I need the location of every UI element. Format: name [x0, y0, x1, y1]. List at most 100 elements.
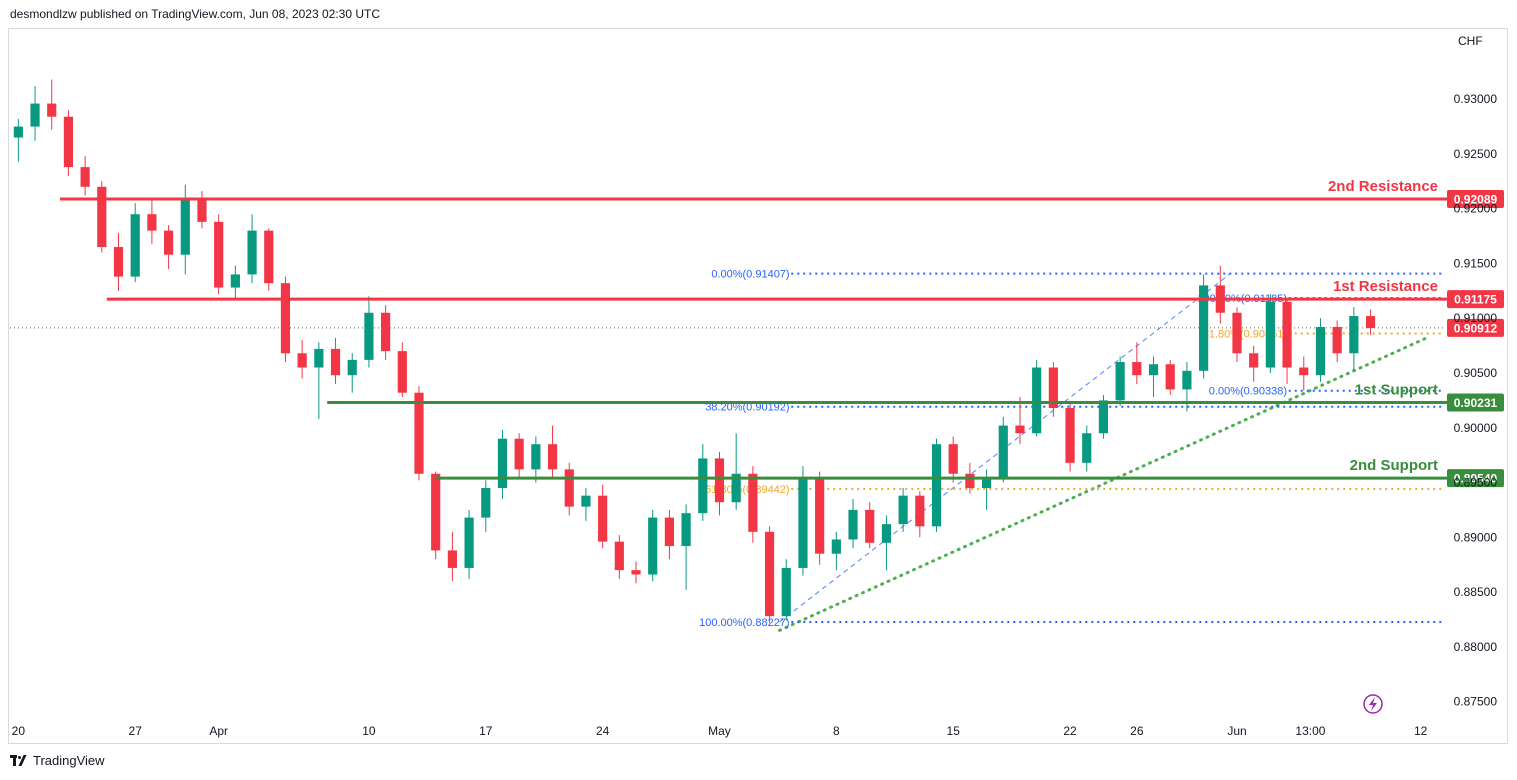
candle[interactable]	[1249, 345, 1259, 382]
candle[interactable]	[1265, 294, 1275, 373]
candle[interactable]	[598, 484, 608, 549]
candle[interactable]	[931, 438, 942, 532]
candle[interactable]	[63, 110, 74, 176]
candle[interactable]	[531, 436, 541, 483]
candle[interactable]	[815, 471, 825, 565]
candle-body	[898, 495, 908, 525]
currency-label: CHF	[1458, 34, 1483, 48]
candle[interactable]	[1115, 356, 1125, 406]
candle[interactable]	[1199, 274, 1209, 379]
candle[interactable]	[364, 296, 374, 368]
candle[interactable]	[1048, 362, 1058, 417]
candle[interactable]	[564, 462, 574, 516]
candle[interactable]	[431, 471, 441, 560]
candle[interactable]	[798, 466, 808, 576]
candle-body	[1349, 316, 1359, 354]
candle[interactable]	[1015, 397, 1025, 445]
candle[interactable]	[1232, 307, 1242, 363]
candle-body	[280, 283, 291, 354]
candle[interactable]	[514, 433, 524, 478]
candle[interactable]	[714, 451, 725, 516]
candle[interactable]	[30, 86, 40, 141]
candle[interactable]	[1082, 425, 1092, 472]
candle-body	[865, 509, 875, 543]
candle[interactable]	[347, 353, 357, 393]
candle[interactable]	[664, 509, 674, 560]
candle[interactable]	[881, 515, 892, 571]
candle[interactable]	[113, 232, 124, 291]
candle[interactable]	[1032, 359, 1042, 437]
candle-body	[330, 348, 341, 376]
candle[interactable]	[698, 444, 708, 521]
candle[interactable]	[1349, 307, 1359, 371]
candle[interactable]	[1332, 320, 1342, 363]
candle[interactable]	[147, 197, 157, 244]
candle[interactable]	[497, 429, 508, 499]
candle[interactable]	[1132, 342, 1142, 384]
candle[interactable]	[1282, 298, 1292, 384]
candle[interactable]	[681, 504, 691, 590]
candle[interactable]	[831, 531, 841, 571]
tradingview-logo[interactable]: TradingView	[10, 753, 105, 768]
support-trendline[interactable]	[778, 335, 1431, 632]
candle[interactable]	[998, 416, 1008, 483]
candle[interactable]	[164, 225, 174, 269]
x-axis-tick-label: May	[708, 724, 731, 738]
candle[interactable]	[381, 305, 391, 360]
y-axis-tick-label: 0.92500	[1454, 147, 1498, 161]
candle-body	[514, 438, 524, 470]
candle[interactable]	[97, 181, 107, 253]
candle[interactable]	[264, 228, 274, 291]
candle[interactable]	[297, 340, 307, 379]
candle[interactable]	[481, 480, 491, 532]
candle[interactable]	[13, 118, 23, 162]
publisher-caption: desmondlzw published on TradingView.com,…	[10, 7, 381, 21]
candle[interactable]	[214, 214, 224, 295]
candle-body	[164, 230, 174, 255]
y-axis-tick-label: 0.88500	[1454, 585, 1498, 599]
candle-body	[364, 312, 374, 360]
x-axis-tick-label: 24	[596, 724, 610, 738]
candle[interactable]	[981, 469, 992, 510]
candle[interactable]	[1299, 356, 1309, 391]
candle[interactable]	[280, 276, 291, 363]
candle[interactable]	[948, 436, 958, 483]
candle[interactable]	[447, 531, 457, 582]
candle-body	[1165, 364, 1175, 390]
candle[interactable]	[314, 342, 324, 419]
candle[interactable]	[581, 488, 591, 521]
candle[interactable]	[1315, 318, 1326, 382]
candle-body	[180, 197, 190, 255]
x-axis-tick-label: 26	[1130, 724, 1144, 738]
candle[interactable]	[47, 79, 57, 130]
candle[interactable]	[848, 498, 858, 549]
lightning-icon[interactable]	[1363, 694, 1383, 714]
candle[interactable]	[915, 491, 925, 538]
candle[interactable]	[764, 526, 775, 623]
candle[interactable]	[247, 214, 257, 284]
candle-body	[414, 392, 424, 474]
candle[interactable]	[631, 561, 641, 584]
candle[interactable]	[898, 488, 908, 532]
candle[interactable]	[1165, 359, 1175, 395]
candle[interactable]	[230, 265, 240, 299]
candle[interactable]	[330, 337, 341, 384]
candle[interactable]	[130, 203, 140, 283]
candle[interactable]	[731, 433, 741, 510]
candle[interactable]	[397, 342, 407, 398]
candle[interactable]	[197, 191, 207, 229]
candle[interactable]	[464, 509, 474, 579]
candle[interactable]	[1148, 356, 1159, 398]
fib-trend-line[interactable]	[779, 273, 1231, 623]
candle[interactable]	[1065, 403, 1075, 472]
candle[interactable]	[80, 156, 90, 196]
candle[interactable]	[614, 535, 624, 579]
candle[interactable]	[648, 509, 658, 582]
candle[interactable]	[781, 559, 791, 621]
candle[interactable]	[1365, 309, 1376, 335]
candle[interactable]	[865, 502, 875, 549]
candle[interactable]	[414, 386, 424, 481]
candle[interactable]	[547, 425, 558, 478]
candlestick-chart[interactable]: CHF 0.00%(0.91407) 38.20%(0.90192) 61.80%(…	[0, 0, 1517, 745]
candle-body	[297, 353, 307, 368]
